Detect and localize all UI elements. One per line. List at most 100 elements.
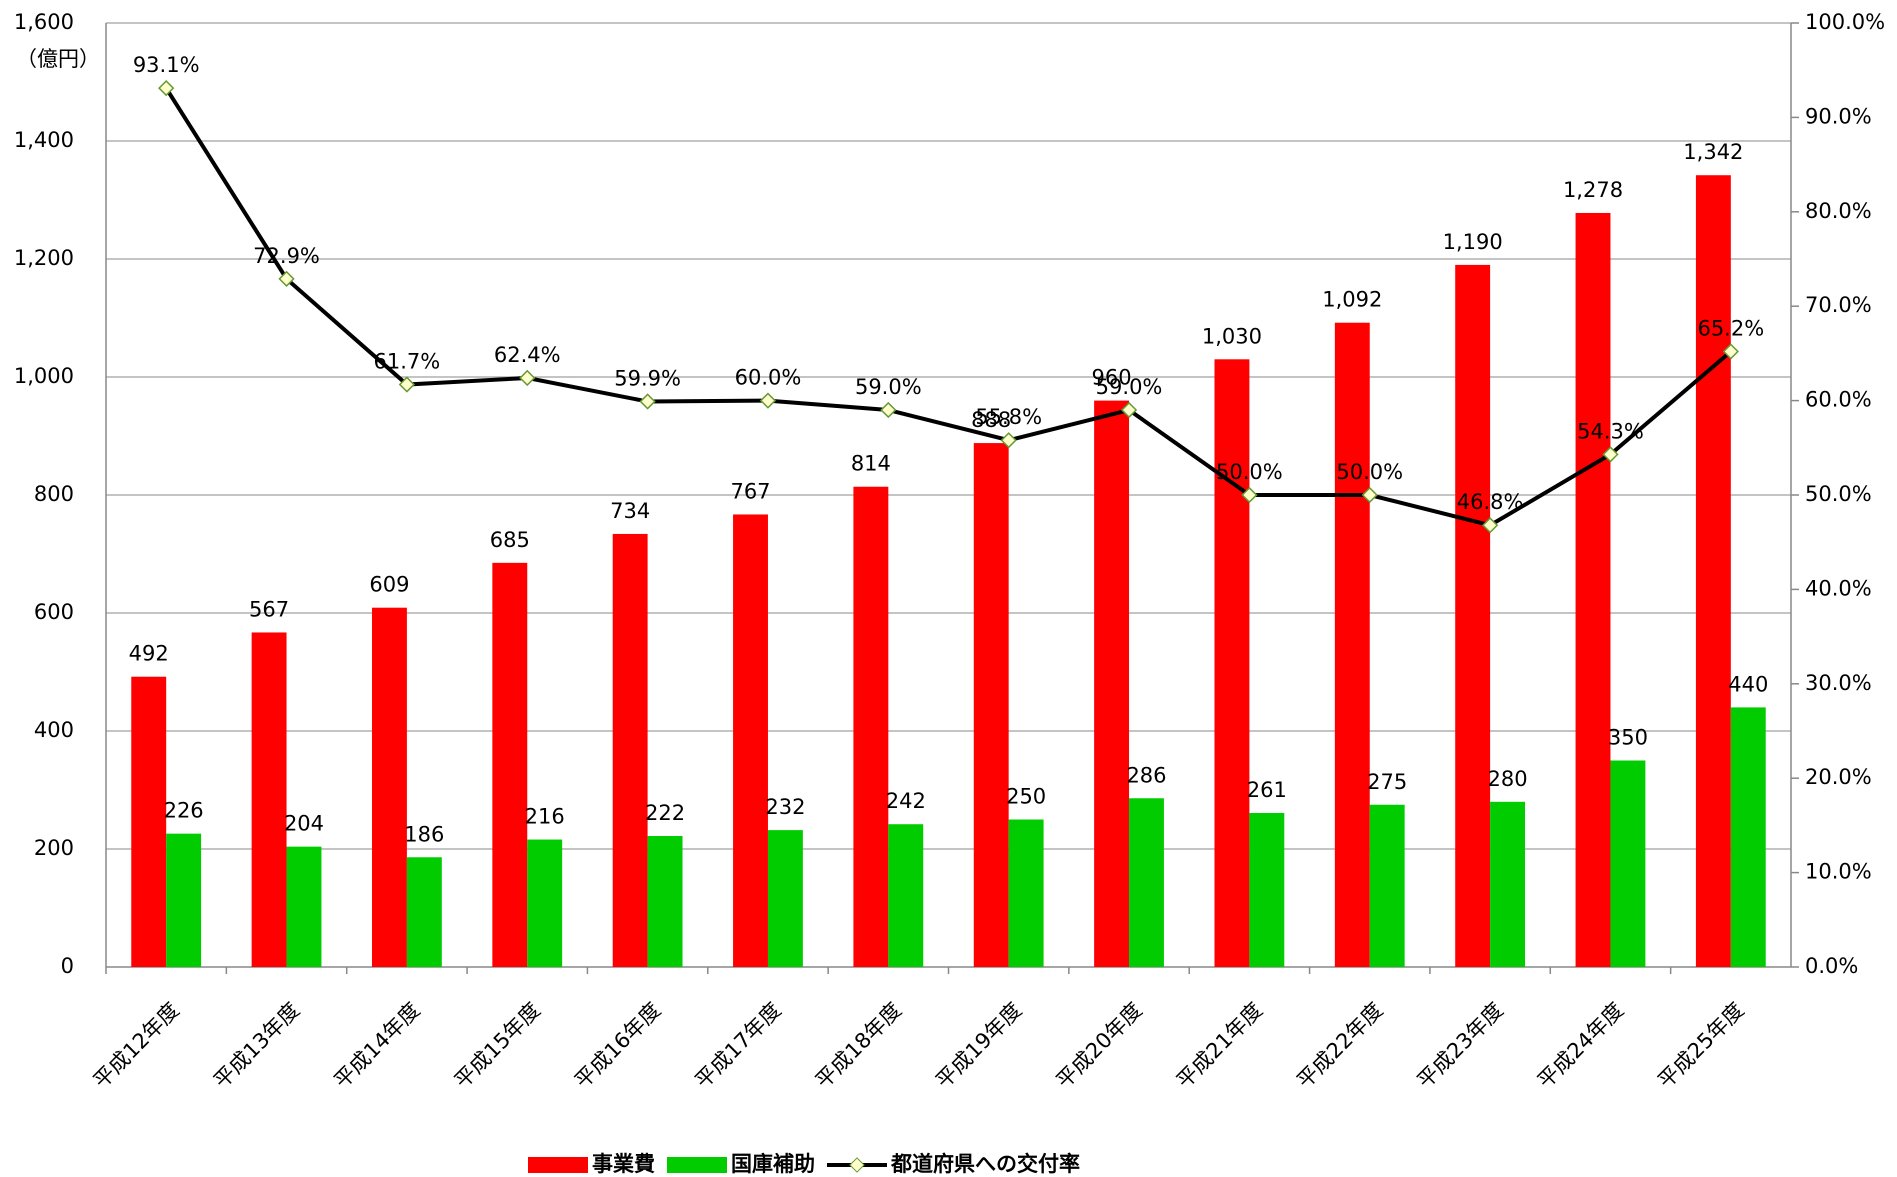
- y2-tick-label: 10.0%: [1805, 860, 1872, 884]
- y2-tick-label: 20.0%: [1805, 765, 1872, 789]
- data-label: 492: [129, 642, 169, 666]
- data-label: 685: [490, 528, 530, 552]
- data-label: 50.0%: [1336, 460, 1403, 484]
- data-label: 275: [1367, 770, 1407, 794]
- y2-tick-label: 80.0%: [1805, 199, 1872, 223]
- bar: [1334, 322, 1370, 968]
- data-label: 261: [1247, 778, 1287, 802]
- data-label: 46.8%: [1457, 490, 1524, 514]
- data-label: 960: [1092, 366, 1132, 390]
- data-label: 222: [645, 801, 685, 825]
- y-tick-label: 1,000: [14, 364, 74, 388]
- bar: [1369, 804, 1405, 967]
- line-marker: [1722, 343, 1739, 360]
- y-tick-label: 1,600: [14, 10, 74, 34]
- y-tick-label: 600: [34, 600, 74, 624]
- data-label: 1,190: [1443, 230, 1503, 254]
- x-tick-label: 平成14年度: [329, 998, 424, 1093]
- data-label: 350: [1608, 726, 1648, 750]
- data-label: 204: [284, 812, 324, 836]
- bar: [1008, 819, 1044, 967]
- bar: [612, 533, 648, 967]
- data-label: 232: [765, 795, 805, 819]
- data-label: 767: [730, 479, 770, 503]
- legend-swatch: [528, 1157, 588, 1173]
- x-tick-label: 平成23年度: [1413, 998, 1508, 1093]
- bar: [1129, 798, 1164, 967]
- data-label: 250: [1006, 785, 1046, 809]
- x-tick-label: 平成20年度: [1052, 998, 1147, 1093]
- line: [164, 87, 1733, 528]
- line-marker: [398, 376, 416, 393]
- bar: [1214, 359, 1250, 967]
- data-label: 186: [404, 822, 444, 846]
- x-tick-label: 平成19年度: [931, 998, 1026, 1093]
- bar: [1249, 813, 1285, 967]
- line-marker: [1361, 486, 1378, 504]
- bar: [492, 562, 528, 967]
- bar: [371, 607, 407, 967]
- legend-swatch: [667, 1157, 727, 1173]
- x-tick-label: 平成12年度: [89, 998, 184, 1093]
- data-label: 65.2%: [1697, 317, 1764, 341]
- bar: [647, 836, 683, 967]
- line-marker: [1000, 432, 1017, 449]
- x-tick-label: 平成13年度: [209, 998, 304, 1093]
- line-marker: [639, 393, 656, 410]
- data-label: 62.4%: [494, 343, 561, 367]
- data-label: 72.9%: [253, 244, 320, 268]
- legend-swatch: [849, 1157, 865, 1173]
- line-marker: [759, 392, 777, 409]
- y2-tick-label: 0.0%: [1805, 954, 1858, 978]
- data-label: 226: [164, 799, 204, 823]
- y-tick-label: 800: [34, 482, 74, 506]
- y-unit-label: （億円）: [16, 47, 100, 71]
- data-label: 59.0%: [1096, 375, 1163, 399]
- bar: [888, 824, 924, 967]
- legend-label: 国庫補助: [731, 1152, 815, 1176]
- line-marker: [1120, 401, 1138, 419]
- line-marker: [519, 369, 536, 387]
- line-marker: [158, 80, 175, 97]
- y2-tick-label: 100.0%: [1805, 10, 1885, 34]
- bar: [1094, 400, 1130, 968]
- line-marker: [1241, 486, 1258, 504]
- data-label: 734: [610, 499, 650, 523]
- data-label: 609: [369, 573, 409, 597]
- bar: [527, 839, 563, 967]
- y-tick-label: 1,200: [14, 246, 74, 270]
- legend-label: 事業費: [592, 1152, 655, 1176]
- x-tick-label: 平成24年度: [1533, 998, 1628, 1093]
- bar: [1695, 175, 1731, 968]
- data-label: 54.3%: [1577, 419, 1644, 443]
- x-tick-label: 平成16年度: [570, 998, 665, 1093]
- x-tick-label: 平成18年度: [811, 998, 906, 1093]
- bar: [973, 443, 1009, 968]
- bar: [733, 514, 768, 967]
- y-tick-label: 0: [61, 954, 74, 978]
- bar: [767, 830, 803, 967]
- data-label: 60.0%: [735, 366, 802, 390]
- y-tick-label: 1,400: [14, 128, 74, 152]
- y2-tick-label: 70.0%: [1805, 293, 1872, 317]
- data-label: 1,278: [1563, 178, 1623, 202]
- y2-tick-label: 40.0%: [1805, 576, 1872, 600]
- line-marker: [1481, 517, 1499, 534]
- x-tick-label: 平成25年度: [1653, 998, 1748, 1093]
- x-tick-label: 平成22年度: [1292, 998, 1387, 1093]
- line-marker: [1602, 446, 1619, 463]
- bar: [1490, 801, 1526, 967]
- legend-label: 都道府県への交付率: [890, 1152, 1080, 1176]
- bar: [406, 857, 442, 967]
- data-label: 55.8%: [975, 405, 1042, 429]
- data-label: 59.0%: [855, 375, 922, 399]
- bar: [1730, 707, 1766, 967]
- data-label: 59.9%: [614, 367, 681, 391]
- data-label: 280: [1488, 767, 1528, 791]
- data-label: 888: [971, 408, 1011, 432]
- data-label: 440: [1728, 672, 1768, 696]
- bar: [853, 486, 889, 967]
- x-tick-label: 平成17年度: [690, 998, 785, 1093]
- data-label: 61.7%: [374, 350, 441, 374]
